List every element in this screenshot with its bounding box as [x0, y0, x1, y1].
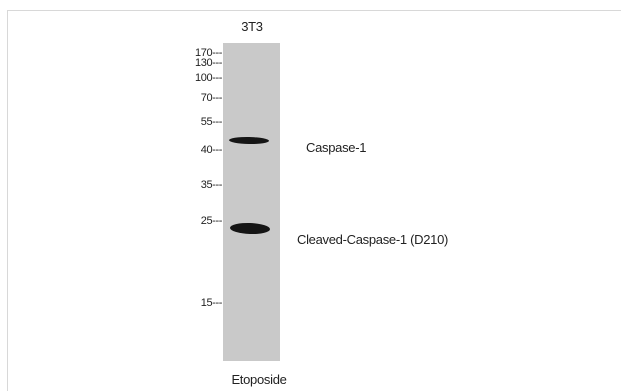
marker-15: 15--- [200, 297, 223, 309]
marker-55: 55--- [200, 116, 223, 128]
treatment-label: Etoposide [231, 372, 287, 387]
band-label-cleaved-caspase-1: Cleaved-Caspase-1 (D210) [297, 232, 449, 247]
marker-130: 130--- [195, 57, 222, 69]
marker-35: 35--- [200, 179, 223, 191]
lane-label: 3T3 [241, 19, 263, 34]
band-label-caspase-1: Caspase-1 [306, 140, 367, 155]
marker-40: 40--- [200, 144, 223, 156]
figure-frame [7, 10, 621, 391]
blot-lane [223, 43, 280, 361]
marker-170: 170--- [195, 47, 222, 59]
marker-100: 100--- [195, 72, 222, 84]
marker-25: 25--- [200, 215, 223, 227]
marker-70: 70--- [200, 92, 223, 104]
